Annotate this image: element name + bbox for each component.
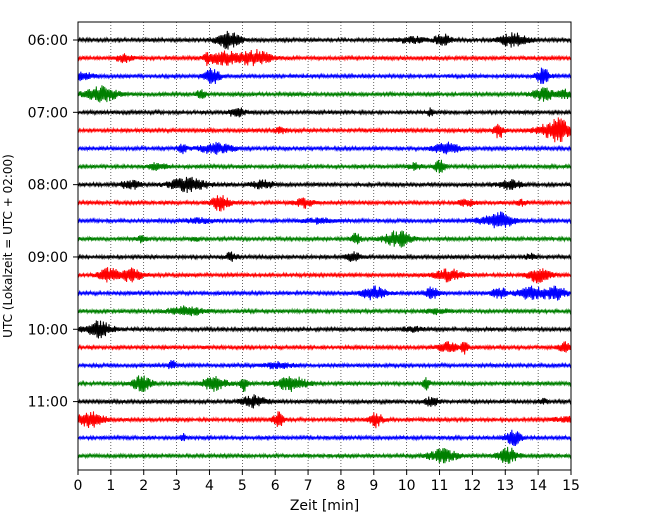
trace-1130 <box>77 429 572 447</box>
x-tick-label: 6 <box>271 478 280 494</box>
x-tick-label: 4 <box>205 478 214 494</box>
x-tick-label: 7 <box>304 478 313 494</box>
trace-0800 <box>77 176 572 194</box>
x-tick-label: 3 <box>172 478 181 494</box>
trace-0600 <box>77 30 572 50</box>
trace-0615 <box>77 49 572 67</box>
trace-1000 <box>77 320 572 339</box>
y-tick-label: 10:00 <box>28 322 68 338</box>
trace-1145 <box>77 446 572 464</box>
y-tick-label: 11:00 <box>28 395 68 411</box>
y-tick-label: 09:00 <box>28 250 68 266</box>
x-tick-label: 8 <box>336 478 345 494</box>
trace-0930 <box>77 285 572 301</box>
y-axis: 06:00 07:00 08:00 09:00 10:00 11:00 <box>28 33 78 411</box>
y-tick-label: 07:00 <box>28 105 68 121</box>
trace-0815 <box>77 195 572 212</box>
trace-0745 <box>77 159 572 174</box>
y-tick-label: 08:00 <box>28 178 68 194</box>
trace-0645 <box>77 85 572 103</box>
x-tick-label: 10 <box>398 478 416 494</box>
trace-group <box>77 30 572 464</box>
trace-1045 <box>77 375 572 393</box>
x-tick-label: 9 <box>369 478 378 494</box>
trace-0730 <box>77 141 572 155</box>
x-tick-label: 14 <box>529 478 547 494</box>
x-tick-label: 11 <box>431 478 449 494</box>
x-tick-label: 12 <box>463 478 481 494</box>
x-tick-label: 5 <box>238 478 247 494</box>
trace-0830 <box>77 211 572 229</box>
trace-0715 <box>77 117 572 143</box>
trace-1030 <box>77 360 572 370</box>
x-tick-label: 1 <box>106 478 115 494</box>
y-tick-label: 06:00 <box>28 33 68 49</box>
plot-frame <box>77 21 572 471</box>
trace-0700 <box>77 107 572 118</box>
plot-area <box>78 22 571 470</box>
trace-0845 <box>77 230 572 248</box>
trace-0915 <box>77 267 572 284</box>
x-axis-label: Zeit [min] <box>290 498 359 514</box>
trace-1015 <box>77 341 572 355</box>
x-tick-label: 2 <box>139 478 148 494</box>
x-tick-label: 0 <box>74 478 83 494</box>
trace-0630 <box>77 67 572 85</box>
x-tick-label: 15 <box>562 478 580 494</box>
trace-1115 <box>77 411 572 429</box>
trace-1100 <box>77 394 572 409</box>
y-axis-label: UTC (Lokalzeit = UTC + 02:00) <box>1 154 15 338</box>
x-tick-label: 13 <box>496 478 514 494</box>
trace-0945 <box>77 305 572 317</box>
x-axis: 0 1 2 3 4 5 6 7 8 9 10 11 12 13 14 15 <box>74 470 580 494</box>
trace-0900 <box>77 251 572 262</box>
